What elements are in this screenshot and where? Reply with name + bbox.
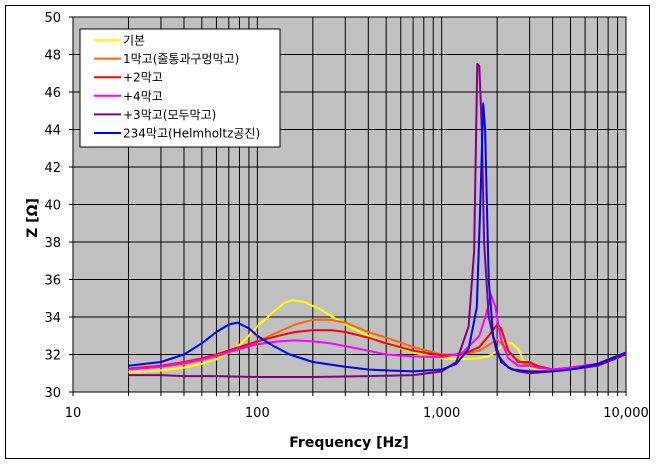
legend-label: 234막고(Helmholtz공진) (123, 127, 260, 141)
series-line-3 (128, 293, 627, 371)
y-tick-label: 34 (44, 311, 61, 326)
legend-label: +3막고(모두막고) (123, 108, 216, 122)
y-tick-label: 42 (44, 161, 61, 176)
x-axis-title: Frequency [Hz] (289, 435, 408, 451)
x-tick-label: 1,000 (423, 406, 460, 421)
legend-label: 1막고(줄통과구멍막고) (123, 52, 239, 66)
y-tick-label: 46 (44, 86, 61, 101)
series-line-2 (128, 323, 627, 371)
x-axis-ticks: 10 100 1,000 10,000 (65, 392, 649, 421)
y-tick-label: 50 (44, 11, 61, 26)
series-lines (128, 62, 627, 378)
legend-label: +2막고 (123, 71, 163, 85)
legend-label: 기본 (123, 34, 145, 48)
x-tick-label: 10,000 (603, 406, 649, 421)
series-line-5 (128, 102, 627, 373)
legend-label: +4막고 (123, 89, 163, 103)
y-tick-label: 38 (44, 236, 61, 251)
y-tick-label: 30 (44, 386, 61, 401)
series-line-4 (128, 62, 627, 378)
y-axis-title: Z [Ω] (25, 198, 41, 238)
y-tick-label: 44 (44, 124, 61, 139)
x-tick-label: 10 (65, 406, 82, 421)
y-axis-ticks: 30 32 34 36 38 40 42 44 46 48 50 (44, 11, 73, 401)
y-tick-label: 36 (44, 274, 61, 289)
y-tick-label: 32 (44, 349, 61, 364)
y-tick-label: 40 (44, 199, 61, 214)
legend: 기본 1막고(줄통과구멍막고) +2막고 +4막고 +3막고(모두막고) 234막고(He… (79, 28, 281, 148)
x-tick-label: 100 (245, 406, 270, 421)
y-tick-label: 48 (44, 49, 61, 64)
